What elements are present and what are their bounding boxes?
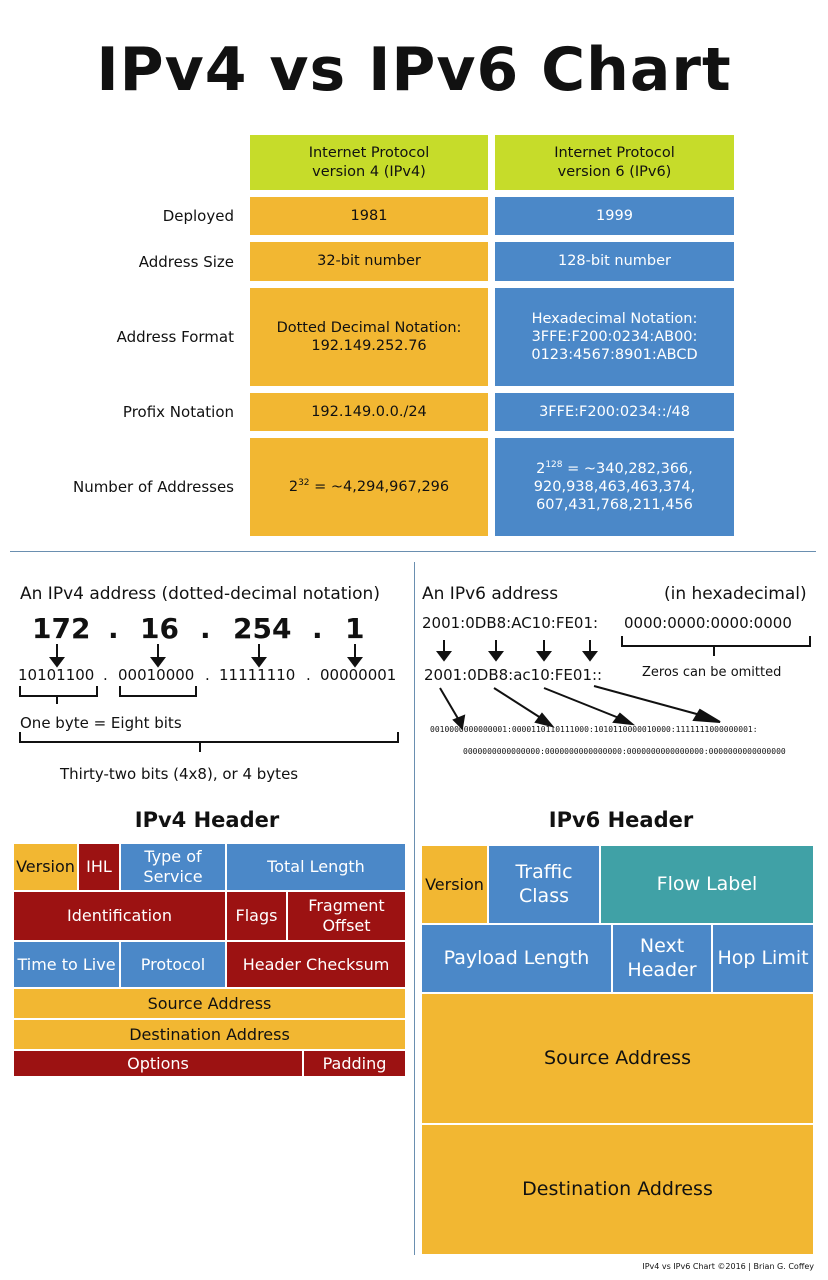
ipv6-address-heading: An IPv6 address xyxy=(422,584,559,604)
byte-label: One byte = Eight bits xyxy=(20,714,182,732)
field-protocol: Protocol xyxy=(120,941,226,988)
field-source-address: Source Address xyxy=(421,993,814,1124)
row-label-address-format: Address Format xyxy=(116,328,234,346)
field-payload-length: Payload Length xyxy=(421,924,612,993)
octet-3: 254 xyxy=(233,612,292,645)
ipv4-arrows-and-brackets xyxy=(19,644,399,752)
octet-4: 1 xyxy=(345,612,365,645)
vertical-divider xyxy=(414,562,415,1255)
binary-octet-2: 00010000 xyxy=(118,666,195,684)
field-source-address: Source Address xyxy=(13,988,406,1019)
ipv6-prefix: 3FFE:F200:0234::/48 xyxy=(495,393,734,431)
field-version: Version xyxy=(13,843,78,891)
field-fragment-offset: Fragment Offset xyxy=(287,891,406,941)
page-title: IPv4 vs IPv6 Chart xyxy=(96,35,732,105)
field-destination-address: Destination Address xyxy=(13,1019,406,1050)
octet-1: 172 xyxy=(32,612,91,645)
dot: . xyxy=(306,666,311,684)
footer-credit: IPv4 vs IPv6 Chart ©2016 | Brian G. Coff… xyxy=(642,1262,814,1271)
field-flags: Flags xyxy=(226,891,287,941)
value: = ~340,282,366, 920,938,463,463,374, 607… xyxy=(533,460,696,514)
field-type-of-service: Type of Service xyxy=(120,843,226,891)
field-destination-address: Destination Address xyxy=(421,1124,814,1255)
ipv6-binary-line-2: 0000000000000000:0000000000000000:000000… xyxy=(463,747,786,756)
row-label-address-size: Address Size xyxy=(138,252,234,271)
ipv4-number-of-addresses: 232 = ~4,294,967,296 xyxy=(250,438,488,536)
exponent: 32 xyxy=(298,478,310,489)
field-padding: Padding xyxy=(303,1050,406,1077)
field-flow-label: Flow Label xyxy=(600,845,814,924)
dot: . xyxy=(103,666,108,684)
row-label-deployed: Deployed xyxy=(162,207,234,225)
field-total-length: Total Length xyxy=(226,843,406,891)
ipv6-binary-line-1: 0010000000000001:0000110110111000:101011… xyxy=(430,725,758,734)
ipv6-short-address: 2001:0DB8:ac10:FE01:: xyxy=(424,666,603,684)
field-options: Options xyxy=(13,1050,303,1077)
field-traffic-class: Traffic Class xyxy=(488,845,600,924)
ipv6-full-address: 2001:0DB8:AC10:FE01: xyxy=(422,614,599,632)
ipv4-column-header: Internet Protocol version 4 (IPv4) xyxy=(250,135,488,190)
field-hop-limit: Hop Limit xyxy=(712,924,814,993)
base: 2 xyxy=(536,460,546,477)
exponent: 128 xyxy=(545,459,563,470)
ipv4-address-format: Dotted Decimal Notation: 192.149.252.76 xyxy=(250,288,488,386)
ipv6-header-title: IPv6 Header xyxy=(548,808,694,832)
row-label-number-of-addresses: Number of Addresses xyxy=(72,478,234,496)
ipv6-arrows xyxy=(436,636,811,730)
dot: . xyxy=(205,666,210,684)
octet-2: 16 xyxy=(140,612,179,645)
base: 2 xyxy=(288,478,299,495)
binary-octet-3: 11111110 xyxy=(219,666,296,684)
ipv6-address-size: 128-bit number xyxy=(495,242,734,281)
ipv6-address-format: Hexadecimal Notation: 3FFE:F200:0234:AB0… xyxy=(495,288,734,386)
dot: . xyxy=(108,612,119,645)
ipv6-column-header: Internet Protocol version 6 (IPv6) xyxy=(495,135,734,190)
total-bits-label: Thirty-two bits (4x8), or 4 bytes xyxy=(60,765,299,783)
ipv6-address-heading-right: (in hexadecimal) xyxy=(664,584,807,604)
ipv4-deployed: 1981 xyxy=(250,197,488,235)
field-next-header: Next Header xyxy=(612,924,712,993)
ipv4-prefix: 192.149.0.0./24 xyxy=(250,393,488,431)
field-identification: Identification xyxy=(13,891,226,941)
row-label-prefix-notation: Profix Notation xyxy=(122,403,234,421)
field-version: Version xyxy=(421,845,488,924)
value: = ~4,294,967,296 xyxy=(309,478,450,495)
ipv6-zero-groups: 0000:0000:0000:0000 xyxy=(624,614,792,632)
binary-octet-1: 10101100 xyxy=(18,666,95,684)
zeros-omitted-note: Zeros can be omitted xyxy=(642,665,782,680)
dot: . xyxy=(312,612,323,645)
field-ihl: IHL xyxy=(78,843,120,891)
horizontal-divider xyxy=(10,551,816,552)
ipv4-address-heading: An IPv4 address (dotted-decimal notation… xyxy=(20,584,380,604)
field-header-checksum: Header Checksum xyxy=(226,941,406,988)
ipv4-header-title: IPv4 Header xyxy=(134,808,280,832)
ipv6-number-of-addresses: 2128 = ~340,282,366, 920,938,463,463,374… xyxy=(495,438,734,536)
ipv6-deployed: 1999 xyxy=(495,197,734,235)
binary-octet-4: 00000001 xyxy=(320,666,397,684)
ipv4-address-size: 32-bit number xyxy=(250,242,488,281)
dot: . xyxy=(200,612,211,645)
field-time-to-live: Time to Live xyxy=(13,941,120,988)
